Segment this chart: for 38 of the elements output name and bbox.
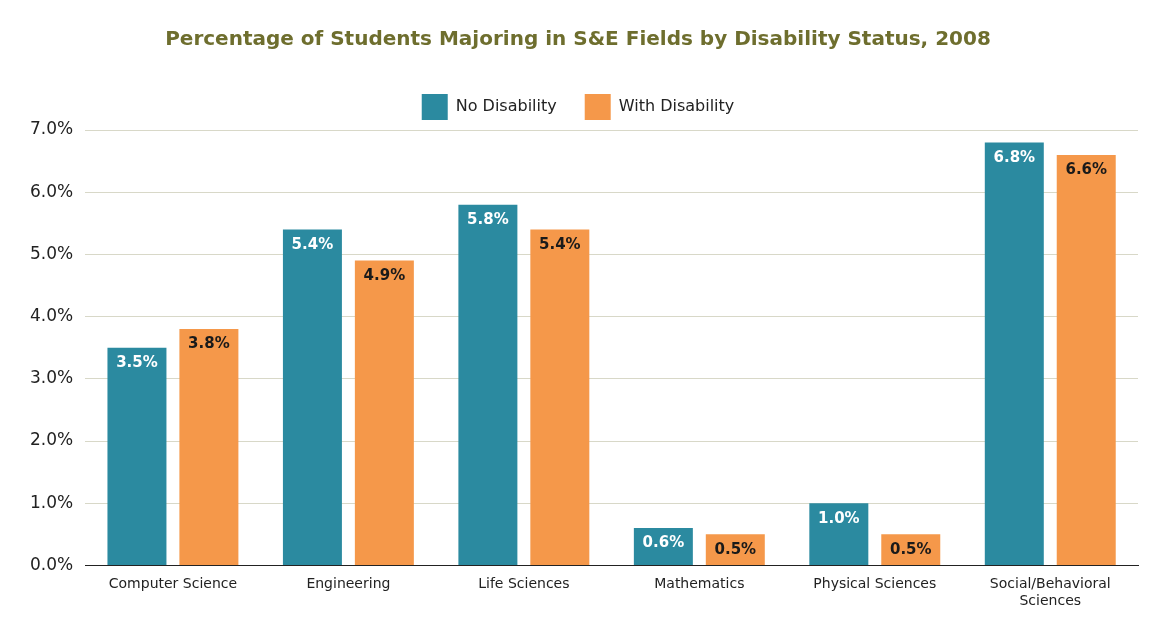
bar [458, 204, 518, 565]
bar [1056, 154, 1116, 565]
data-label: 0.6% [642, 533, 685, 552]
x-tick-label: Engineering [306, 575, 391, 592]
bar [809, 503, 869, 565]
y-tick-label: 5.0% [29, 242, 74, 263]
y-tick-label: 2.0% [29, 429, 74, 450]
data-label: 3.8% [188, 334, 230, 353]
data-label: 4.9% [363, 266, 406, 285]
y-tick-label: 6.0% [29, 180, 74, 201]
x-tick-label: Physical Sciences [813, 575, 937, 592]
data-label: 6.8% [993, 147, 1036, 166]
data-label: 5.4% [291, 234, 334, 253]
y-tick-label: 3.0% [29, 367, 74, 388]
x-tick-label: Computer Science [108, 575, 238, 592]
data-label: 6.6% [1065, 160, 1108, 179]
x-tick-label: Social/Behavioral Sciences [989, 575, 1111, 609]
bar [179, 329, 239, 565]
x-tick-label: Life Sciences [478, 575, 570, 592]
y-tick-label: 1.0% [29, 491, 74, 512]
bar [282, 229, 342, 565]
data-label: 0.5% [889, 539, 932, 558]
y-tick-label: 7.0% [29, 118, 74, 139]
bar [530, 229, 590, 565]
bar [984, 142, 1044, 565]
y-tick-label: 0.0% [29, 553, 74, 574]
x-tick-label: Mathematics [654, 575, 745, 592]
chart-title: Percentage of Students Majoring in S&E Fields by Disability Status, 2008 [165, 26, 991, 51]
bar [107, 347, 167, 565]
data-label: 5.8% [467, 210, 509, 229]
data-label: 1.0% [818, 508, 860, 527]
data-label: 3.5% [116, 353, 158, 372]
bar [354, 260, 414, 565]
y-tick-label: 4.0% [29, 305, 74, 326]
legend-label: With Disability [618, 96, 735, 116]
data-label: 5.4% [539, 234, 581, 253]
legend-label: No Disability [455, 96, 557, 116]
data-label: 0.5% [714, 539, 757, 558]
